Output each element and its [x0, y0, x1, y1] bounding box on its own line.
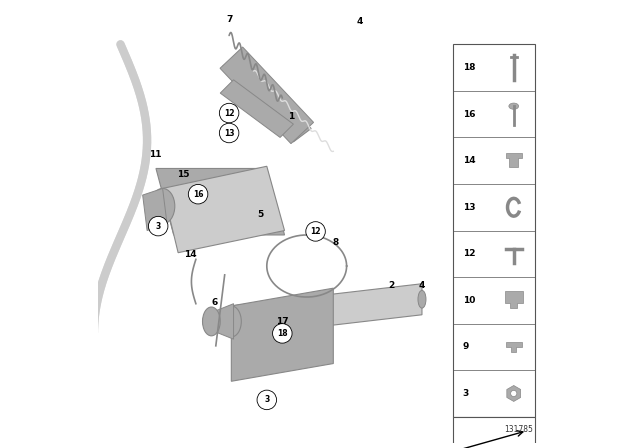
Ellipse shape [150, 189, 175, 224]
Text: 5: 5 [257, 210, 263, 219]
Polygon shape [505, 292, 523, 308]
Polygon shape [156, 168, 285, 235]
Ellipse shape [509, 103, 518, 109]
Polygon shape [506, 153, 522, 168]
Circle shape [273, 323, 292, 343]
Text: 2: 2 [388, 281, 394, 290]
Text: 3: 3 [156, 222, 161, 231]
Text: 3: 3 [264, 396, 269, 405]
Polygon shape [231, 284, 422, 337]
Text: 12: 12 [224, 108, 234, 117]
Text: 7: 7 [226, 15, 232, 25]
Text: 16: 16 [193, 190, 204, 198]
Circle shape [188, 185, 208, 204]
Text: 14: 14 [184, 250, 197, 258]
Text: 4: 4 [419, 281, 425, 290]
Text: 10: 10 [463, 296, 475, 305]
Text: 3: 3 [463, 389, 469, 398]
Text: 18: 18 [463, 63, 476, 72]
Ellipse shape [221, 306, 241, 337]
Ellipse shape [202, 307, 220, 336]
Text: 13: 13 [224, 129, 234, 138]
Polygon shape [223, 53, 311, 142]
Text: 16: 16 [463, 110, 476, 119]
Text: 4: 4 [356, 17, 363, 26]
Text: 13: 13 [463, 203, 476, 212]
Polygon shape [163, 166, 285, 253]
Text: 1: 1 [288, 112, 294, 121]
FancyBboxPatch shape [453, 44, 535, 417]
Text: 15: 15 [177, 170, 189, 179]
Text: 9: 9 [463, 342, 469, 351]
Text: 12: 12 [463, 250, 476, 258]
Polygon shape [506, 341, 522, 352]
Circle shape [220, 123, 239, 143]
Circle shape [220, 103, 239, 123]
Circle shape [306, 222, 325, 241]
Text: 131785: 131785 [504, 426, 533, 435]
Text: 18: 18 [277, 329, 287, 338]
Polygon shape [220, 47, 314, 144]
Circle shape [511, 390, 517, 396]
Polygon shape [220, 80, 293, 138]
Text: 11: 11 [149, 150, 161, 159]
Circle shape [148, 216, 168, 236]
Ellipse shape [418, 290, 426, 308]
FancyBboxPatch shape [453, 417, 535, 448]
Circle shape [257, 390, 276, 409]
Polygon shape [231, 288, 333, 381]
Text: 12: 12 [310, 227, 321, 236]
Text: 17: 17 [276, 317, 289, 326]
Text: 14: 14 [463, 156, 476, 165]
Text: 6: 6 [211, 298, 218, 307]
Text: 8: 8 [332, 238, 339, 247]
Polygon shape [211, 304, 234, 339]
Polygon shape [143, 189, 167, 231]
